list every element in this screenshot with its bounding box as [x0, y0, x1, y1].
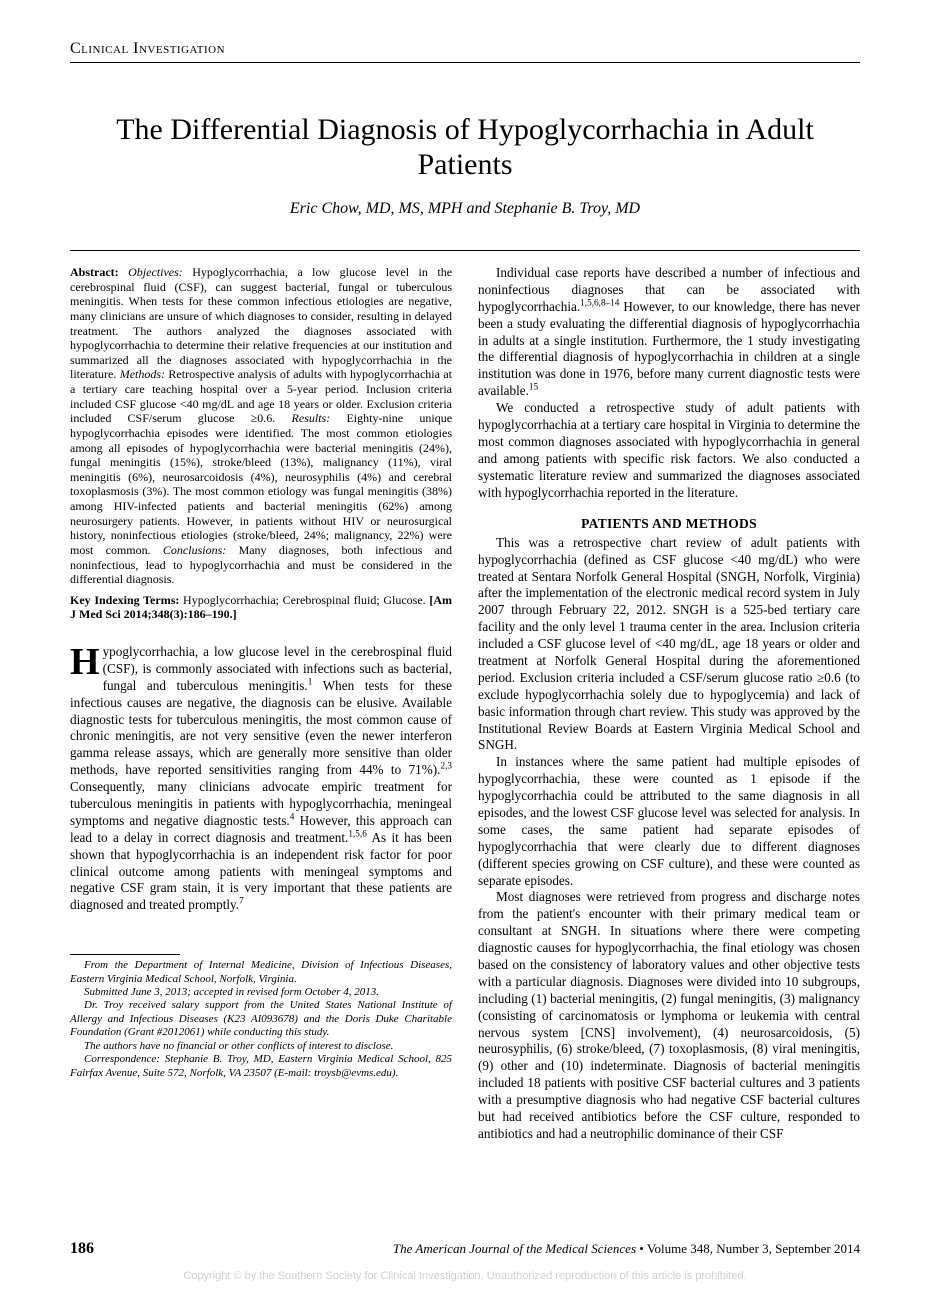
footnote-funding: Dr. Troy received salary support from th… — [70, 999, 452, 1039]
right-p1: Individual case reports have described a… — [478, 265, 860, 400]
issue-info: Volume 348, Number 3, September 2014 — [647, 1241, 860, 1256]
footnote-separator — [70, 954, 180, 955]
two-column-body: Abstract: Objectives: Hypoglycorrhachia,… — [70, 265, 860, 1143]
page-footer: 186 The American Journal of the Medical … — [70, 1240, 860, 1258]
journal-name: The American Journal of the Medical Scie… — [393, 1241, 636, 1256]
ref-156: 1,5,6 — [348, 828, 366, 838]
copyright-watermark: Copyright © by the Southern Society for … — [0, 1270, 930, 1282]
footnote-correspondence: Correspondence: Stephanie B. Troy, MD, E… — [70, 1053, 452, 1080]
results-text: Eighty-nine unique hypoglycorrhachia epi… — [70, 411, 452, 557]
footer-bullet: • — [636, 1241, 647, 1256]
intro-paragraph: Hypoglycorrhachia, a low glucose level i… — [70, 644, 452, 914]
abstract-label: Abstract: — [70, 265, 119, 279]
methods-p3: Most diagnoses were retrieved from progr… — [478, 889, 860, 1142]
footer-journal: The American Journal of the Medical Scie… — [393, 1241, 860, 1257]
methods-heading: PATIENTS AND METHODS — [478, 515, 860, 532]
author-line: Eric Chow, MD, MS, MPH and Stephanie B. … — [70, 200, 860, 218]
left-column: Abstract: Objectives: Hypoglycorrhachia,… — [70, 265, 452, 1143]
key-terms-label: Key Indexing Terms: — [70, 593, 179, 607]
footnote-submitted: Submitted June 3, 2013; accepted in revi… — [70, 986, 452, 999]
objectives-text: Hypoglycorrhachia, a low glucose level i… — [70, 265, 452, 381]
abstract-block: Abstract: Objectives: Hypoglycorrhachia,… — [70, 265, 452, 622]
footnotes: From the Department of Internal Medicine… — [70, 959, 452, 1080]
page: Clinical Investigation The Differential … — [0, 0, 930, 1290]
methods-label: Methods: — [120, 367, 165, 381]
footnote-affiliation: From the Department of Internal Medicine… — [70, 959, 452, 986]
article-title: The Differential Diagnosis of Hypoglycor… — [110, 113, 820, 182]
right-column: Individual case reports have described a… — [478, 265, 860, 1143]
right-p2: We conducted a retrospective study of ad… — [478, 400, 860, 501]
running-head: Clinical Investigation — [70, 40, 860, 63]
methods-p1: This was a retrospective chart review of… — [478, 535, 860, 755]
horizontal-rule — [70, 250, 860, 251]
ref-15: 15 — [529, 382, 538, 392]
ref-7: 7 — [239, 896, 244, 906]
page-number: 186 — [70, 1240, 94, 1258]
footnote-conflicts: The authors have no financial or other c… — [70, 1040, 452, 1053]
conclusions-label: Conclusions: — [163, 543, 226, 557]
key-terms-text: Hypoglycorrhachia; Cerebrospinal fluid; … — [183, 593, 426, 607]
results-label: Results: — [292, 411, 331, 425]
objectives-label: Objectives: — [128, 265, 183, 279]
ref-23: 2,3 — [440, 761, 452, 771]
methods-p2: In instances where the same patient had … — [478, 754, 860, 889]
ref-1568: 1,5,6,8–14 — [580, 297, 619, 307]
